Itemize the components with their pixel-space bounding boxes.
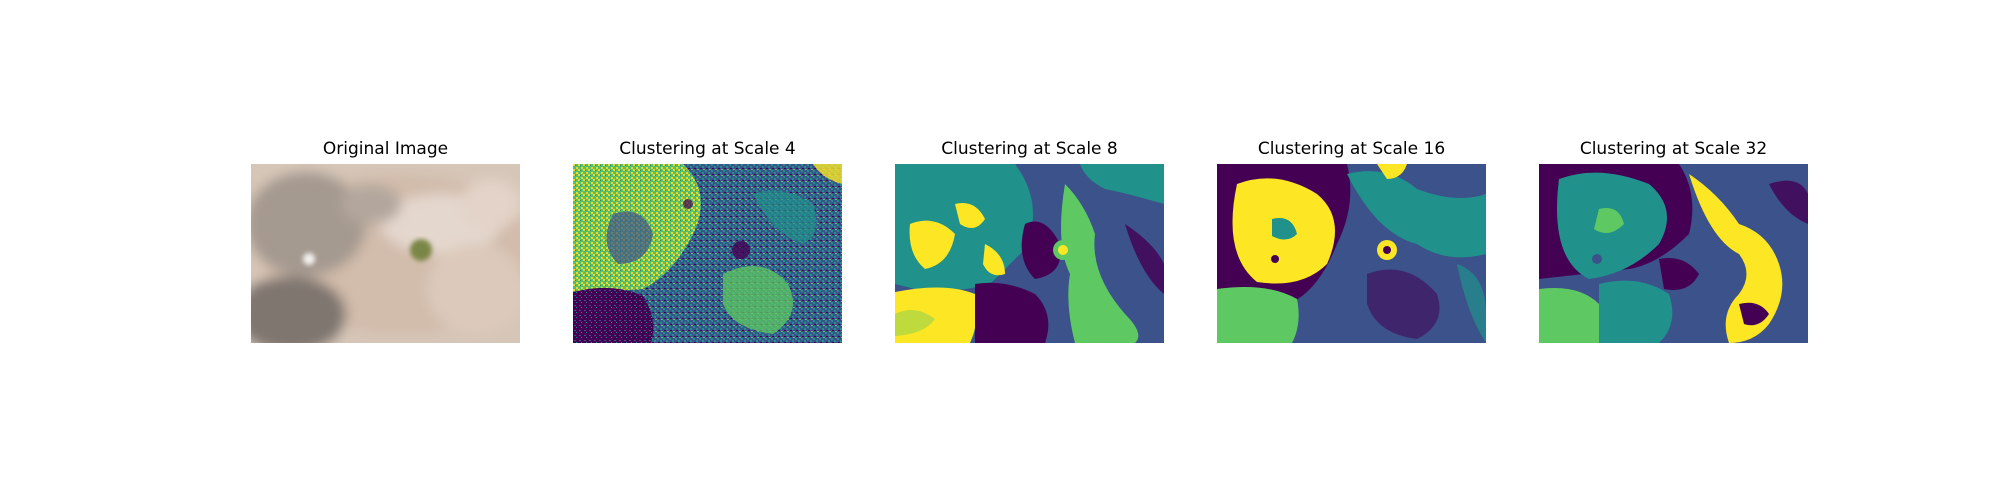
panel-title: Clustering at Scale 4 xyxy=(619,139,796,159)
cluster-map xyxy=(1539,164,1808,343)
original-photo xyxy=(251,164,520,343)
cluster-map-scale-4 xyxy=(573,164,842,343)
panel-title: Clustering at Scale 8 xyxy=(941,139,1118,159)
cluster-map-scale-8 xyxy=(895,164,1164,343)
cluster-map xyxy=(573,164,842,343)
panel-title: Clustering at Scale 16 xyxy=(1257,139,1446,159)
cluster-map xyxy=(895,164,1164,343)
ground-photo xyxy=(251,164,520,343)
panel-title: Original Image xyxy=(322,139,449,159)
cluster-map xyxy=(1217,164,1486,343)
panel-title: Clustering at Scale 32 xyxy=(1579,139,1768,159)
cluster-map-scale-32 xyxy=(1539,164,1808,343)
cluster-map-scale-16 xyxy=(1217,164,1486,343)
